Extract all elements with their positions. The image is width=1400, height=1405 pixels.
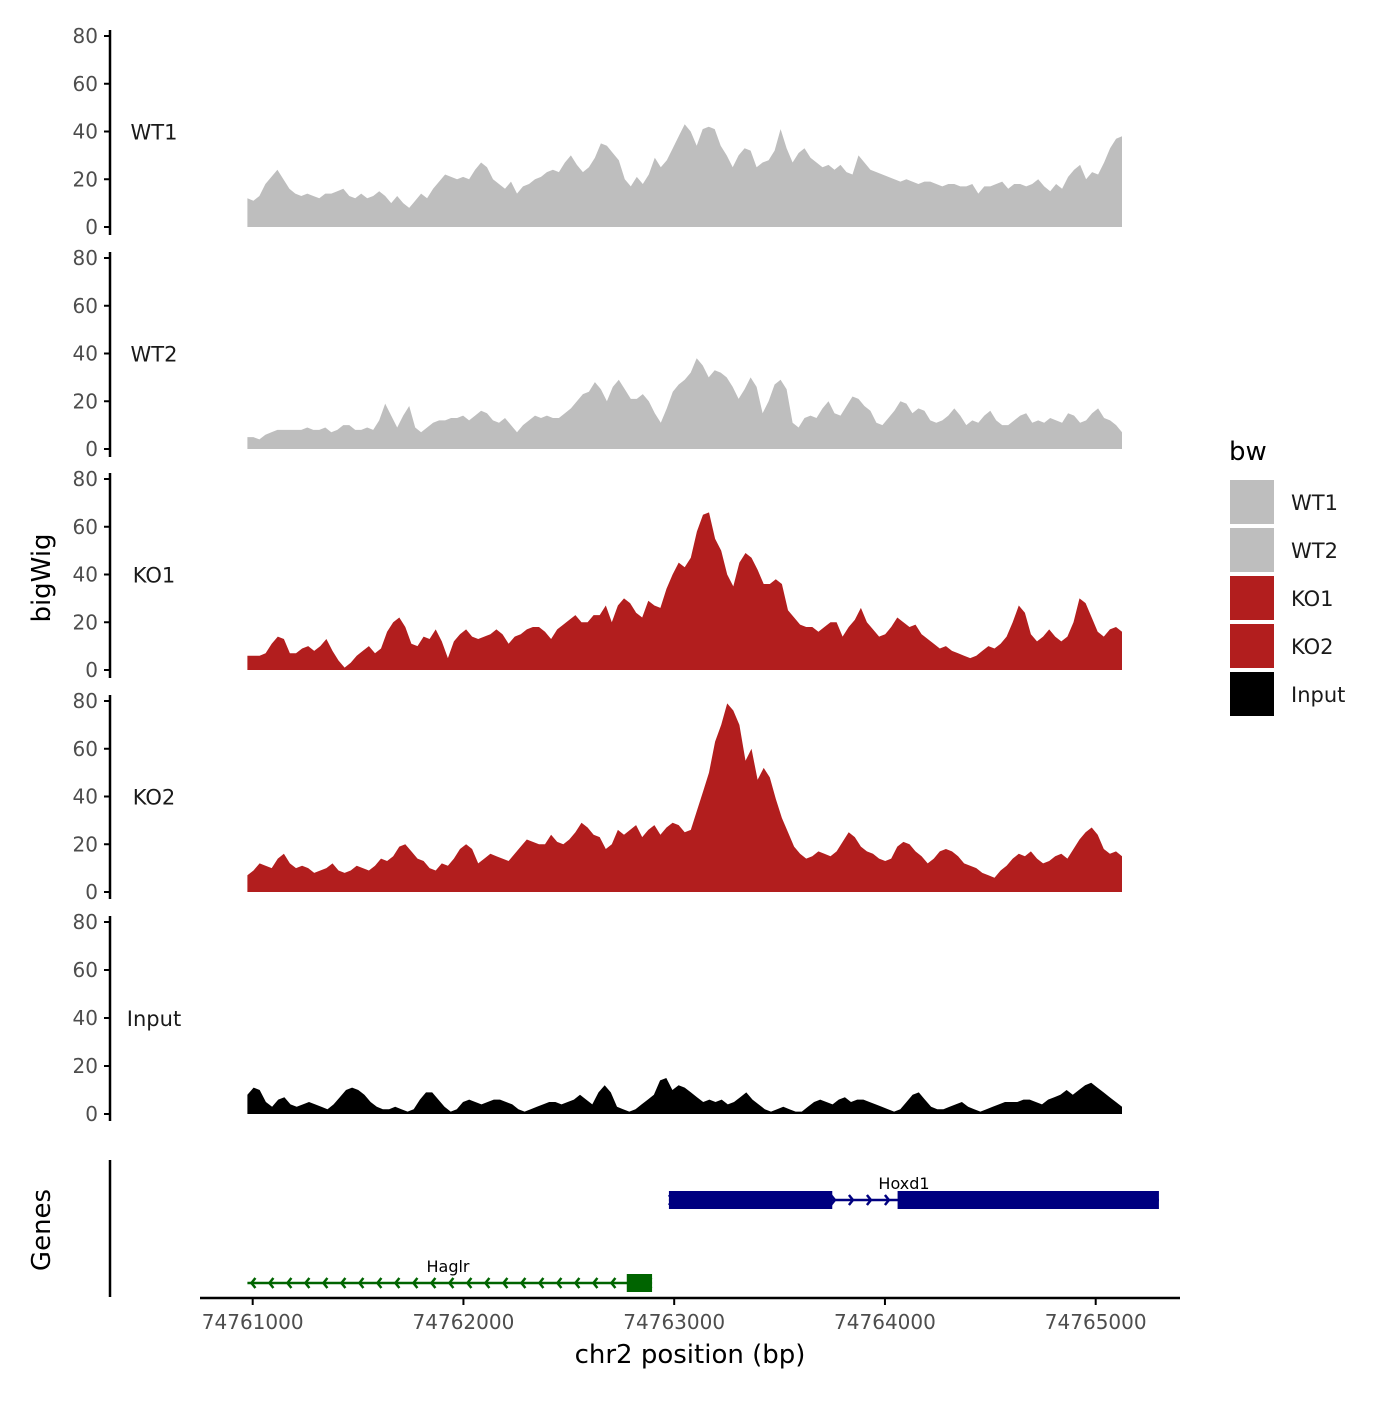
y-tick-label-ko2-60: 60 <box>73 737 98 761</box>
strand-chevron-haglr <box>555 1277 563 1289</box>
x-axis: 74761000 74762000 74763000 74764000 74765000 <box>200 1296 1180 1334</box>
y-tick-label-ko1-60: 60 <box>73 515 98 539</box>
y-tick-label-wt1-40: 40 <box>73 120 98 144</box>
area-series-ko2 <box>247 703 1122 892</box>
legend-label-ko1: KO1 <box>1291 587 1334 611</box>
strand-chevron-haglr <box>357 1277 365 1289</box>
legend-label-ko2: KO2 <box>1291 635 1334 659</box>
legend-label-input: Input <box>1291 683 1345 707</box>
exon-hoxd1-2 <box>897 1191 1159 1209</box>
strand-chevron-haglr <box>321 1277 329 1289</box>
y-tick-label-wt1-20: 20 <box>73 167 98 191</box>
strand-chevron-haglr <box>393 1277 401 1289</box>
track-wt2: 0 20 40 60 80 WT2 <box>73 246 1122 461</box>
track-label-ko2: KO2 <box>133 786 176 810</box>
area-series-wt1 <box>247 124 1122 227</box>
track-label-input: Input <box>127 1007 181 1031</box>
legend-key-input <box>1230 672 1274 716</box>
strand-chevron-hoxd1 <box>865 1194 873 1206</box>
legend: bw WT1 WT2 KO1 KO2 Input <box>1229 437 1345 716</box>
x-tick-label-74762000: 74762000 <box>413 1310 515 1334</box>
y-tick-label-ko1-0: 0 <box>85 658 98 682</box>
area-series-ko1 <box>247 512 1122 670</box>
area-series-input <box>247 1078 1122 1114</box>
track-input: 0 20 40 60 80 Input <box>73 910 1122 1126</box>
legend-key-ko2 <box>1230 624 1274 668</box>
gene-label-haglr: Haglr <box>426 1257 469 1276</box>
legend-title: bw <box>1229 437 1267 467</box>
y-tick-label-wt2-80: 80 <box>73 246 98 270</box>
strand-chevron-haglr <box>267 1277 275 1289</box>
gene-haglr: Haglr <box>247 1257 653 1292</box>
y-tick-label-input-0: 0 <box>85 1102 98 1126</box>
track-label-wt2: WT2 <box>131 343 178 367</box>
y-tick-label-wt2-40: 40 <box>73 342 98 366</box>
x-tick-label-74763000: 74763000 <box>623 1310 725 1334</box>
x-tick-label-74761000: 74761000 <box>202 1310 304 1334</box>
y-axis-title: bigWig <box>27 533 57 622</box>
strand-chevron-haglr <box>447 1277 455 1289</box>
genes-axis-title: Genes <box>27 1189 57 1271</box>
tracks-layer: 0 20 40 60 80 WT1 0 20 40 60 80 WT2 0 20 40 60 80 KO1 0 20 4… <box>73 24 1122 1126</box>
y-tick-label-ko2-40: 40 <box>73 785 98 809</box>
area-series-wt2 <box>247 358 1122 449</box>
y-tick-label-ko1-40: 40 <box>73 563 98 587</box>
track-wt1: 0 20 40 60 80 WT1 <box>73 24 1122 239</box>
y-tick-label-input-40: 40 <box>73 1006 98 1030</box>
x-tick-label-74764000: 74764000 <box>834 1310 936 1334</box>
strand-chevron-haglr <box>537 1277 545 1289</box>
legend-key-wt2 <box>1230 528 1274 572</box>
strand-chevron-haglr <box>609 1277 617 1289</box>
legend-label-wt2: WT2 <box>1291 539 1338 563</box>
x-axis-title: chr2 position (bp) <box>575 1340 806 1370</box>
legend-label-wt1: WT1 <box>1291 491 1338 515</box>
y-tick-label-wt1-60: 60 <box>73 72 98 96</box>
legend-key-wt1 <box>1230 480 1274 524</box>
strand-chevron-haglr <box>573 1277 581 1289</box>
strand-chevron-hoxd1 <box>829 1194 837 1206</box>
track-label-wt1: WT1 <box>131 121 178 145</box>
y-tick-label-wt1-80: 80 <box>73 24 98 48</box>
strand-chevron-hoxd1 <box>847 1194 855 1206</box>
track-ko2: 0 20 40 60 80 KO2 <box>73 689 1122 904</box>
legend-key-ko1 <box>1230 576 1274 620</box>
strand-chevron-haglr <box>483 1277 491 1289</box>
y-tick-label-wt2-60: 60 <box>73 294 98 318</box>
strand-chevron-haglr <box>465 1277 473 1289</box>
y-tick-label-ko2-20: 20 <box>73 832 98 856</box>
y-tick-label-wt2-0: 0 <box>85 437 98 461</box>
y-tick-label-ko1-20: 20 <box>73 610 98 634</box>
strand-chevron-haglr <box>339 1277 347 1289</box>
strand-chevron-haglr <box>591 1277 599 1289</box>
strand-chevron-haglr <box>429 1277 437 1289</box>
strand-chevron-haglr <box>285 1277 293 1289</box>
y-tick-label-ko2-0: 0 <box>85 880 98 904</box>
strand-chevron-haglr <box>519 1277 527 1289</box>
y-tick-label-input-60: 60 <box>73 958 98 982</box>
x-tick-label-74765000: 74765000 <box>1045 1310 1147 1334</box>
gene-hoxd1: Hoxd1 <box>667 1174 1159 1209</box>
strand-chevron-haglr <box>303 1277 311 1289</box>
track-label-ko1: KO1 <box>133 564 176 588</box>
y-tick-label-input-20: 20 <box>73 1054 98 1078</box>
y-tick-label-wt2-20: 20 <box>73 389 98 413</box>
y-tick-label-ko1-80: 80 <box>73 467 98 491</box>
genes-layer: Hoxd1 Haglr <box>108 1160 1159 1297</box>
track-ko1: 0 20 40 60 80 KO1 <box>73 467 1122 682</box>
y-tick-label-ko2-80: 80 <box>73 689 98 713</box>
strand-chevron-haglr <box>411 1277 419 1289</box>
exon-hoxd1-1 <box>668 1191 833 1209</box>
y-tick-label-input-80: 80 <box>73 910 98 934</box>
strand-chevron-haglr <box>249 1277 257 1289</box>
gene-label-hoxd1: Hoxd1 <box>878 1174 929 1193</box>
strand-chevron-hoxd1 <box>883 1194 891 1206</box>
exon-haglr-1 <box>626 1274 653 1292</box>
y-tick-label-wt1-0: 0 <box>85 215 98 239</box>
strand-chevron-haglr <box>375 1277 383 1289</box>
strand-chevron-haglr <box>501 1277 509 1289</box>
